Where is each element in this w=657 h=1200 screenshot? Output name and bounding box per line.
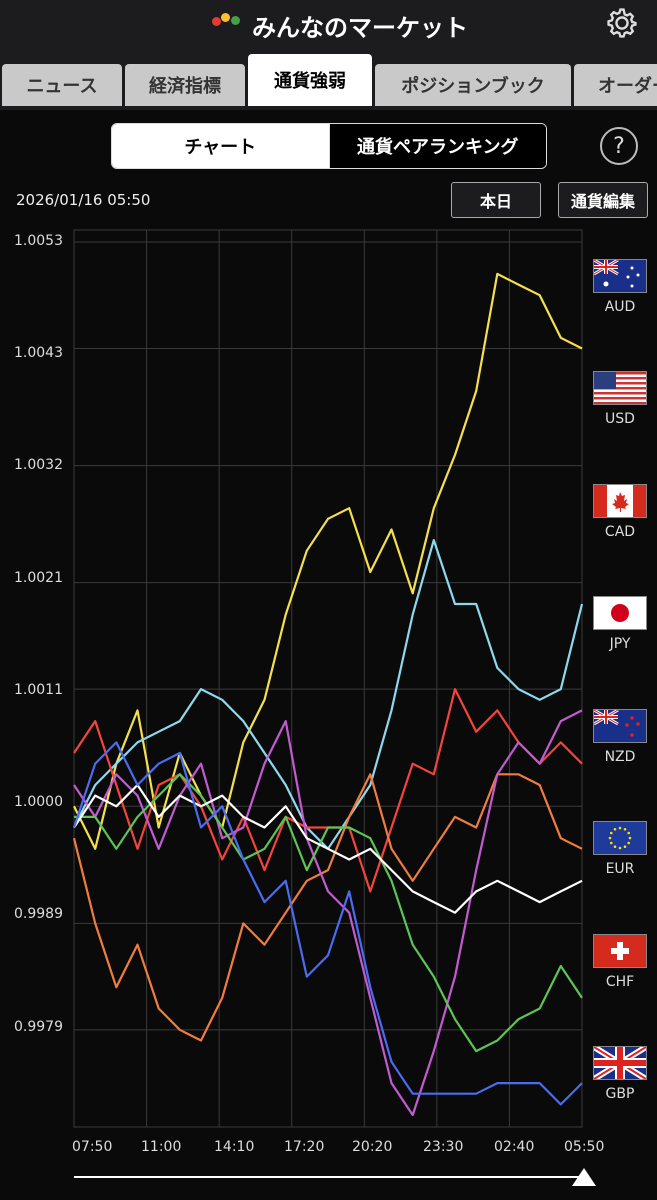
time-slider-thumb[interactable]	[572, 1168, 596, 1186]
legend-aud[interactable]: AUD	[593, 259, 647, 315]
series-line-aud	[73, 272, 583, 850]
legend-label: GBP	[605, 1086, 635, 1102]
today-button[interactable]: 本日	[451, 182, 541, 218]
series-line-nzd	[73, 709, 583, 1117]
y-tick-label: 0.9979	[14, 1019, 63, 1035]
segment-chart[interactable]: チャート	[112, 124, 329, 168]
x-tick-label: 02:40	[494, 1139, 535, 1155]
legend-label: CHF	[605, 974, 635, 990]
legend-jpy[interactable]: JPY	[593, 596, 647, 652]
new-zealand-flag-icon	[593, 709, 647, 743]
y-tick-label: 1.0011	[14, 682, 63, 698]
legend-eur[interactable]: EUR	[593, 821, 647, 877]
edit-currency-button[interactable]: 通貨編集	[558, 182, 648, 218]
help-icon[interactable]: ?	[600, 127, 638, 165]
series-line-cad	[73, 687, 583, 893]
eu-flag-icon	[593, 821, 647, 855]
tab-news[interactable]: ニュース	[2, 64, 122, 106]
gear-icon[interactable]	[603, 4, 641, 42]
usa-flag-icon	[593, 371, 647, 405]
time-slider-track[interactable]	[74, 1176, 582, 1178]
app-title: みんなのマーケット	[252, 14, 468, 42]
timestamp: 2026/01/16 05:50	[16, 191, 151, 209]
legend-chf[interactable]: CHF	[593, 934, 647, 990]
japan-flag-icon	[593, 596, 647, 630]
tab-position-book[interactable]: ポジションブック	[375, 64, 571, 106]
legend-label: AUD	[604, 299, 636, 315]
x-tick-label: 17:20	[284, 1139, 325, 1155]
legend-label: EUR	[605, 861, 635, 877]
x-tick-label: 20:20	[352, 1139, 393, 1155]
y-tick-label: 1.0000	[14, 794, 63, 810]
australia-flag-icon	[593, 259, 647, 293]
app-logo	[212, 13, 242, 27]
app-header: みんなのマーケット	[0, 0, 657, 60]
legend-label: NZD	[604, 749, 636, 765]
legend-cad[interactable]: CAD	[593, 484, 647, 540]
series-line-eur	[74, 773, 583, 1053]
y-tick-label: 1.0053	[14, 233, 63, 249]
x-tick-label: 07:50	[72, 1139, 113, 1155]
switzerland-flag-icon	[593, 934, 647, 968]
main-tabs: ニュース 経済指標 通貨強弱 ポジションブック オーダー	[0, 54, 657, 110]
x-tick-label: 05:50	[564, 1139, 605, 1155]
series-line-gbp	[72, 741, 583, 1106]
uk-flag-icon	[593, 1046, 647, 1080]
legend-nzd[interactable]: NZD	[593, 709, 647, 765]
x-tick-label: 11:00	[141, 1139, 182, 1155]
series-line-jpy	[72, 773, 583, 1042]
y-tick-label: 1.0043	[14, 345, 63, 361]
chart-frame	[73, 229, 583, 1128]
x-tick-label: 23:30	[423, 1139, 464, 1155]
canada-flag-icon	[593, 484, 647, 518]
series-line-chf	[73, 783, 583, 914]
legend-label: CAD	[604, 524, 636, 540]
tab-indicators[interactable]: 経済指標	[125, 64, 245, 106]
x-tick-label: 14:10	[214, 1139, 255, 1155]
y-tick-label: 0.9989	[14, 906, 63, 922]
legend-label: USD	[605, 411, 635, 427]
view-segment: チャート 通貨ペアランキング	[111, 123, 547, 169]
legend-usd[interactable]: USD	[593, 371, 647, 427]
tab-currency-strength[interactable]: 通貨強弱	[248, 54, 372, 106]
segment-ranking[interactable]: 通貨ペアランキング	[328, 124, 546, 168]
legend-gbp[interactable]: GBP	[593, 1046, 647, 1102]
tab-orders[interactable]: オーダー	[574, 64, 657, 106]
y-tick-label: 1.0021	[14, 570, 63, 586]
legend-label: JPY	[609, 636, 631, 652]
y-tick-label: 1.0032	[14, 457, 63, 473]
